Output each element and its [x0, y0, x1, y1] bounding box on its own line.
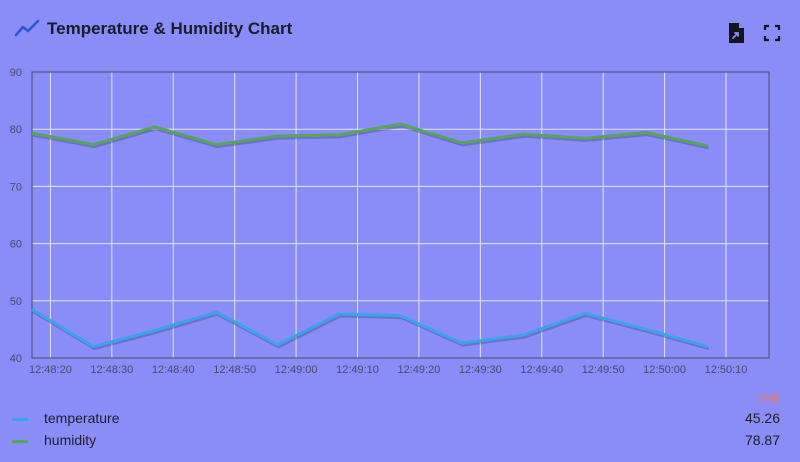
x-tick-label: 12:49:10 — [336, 364, 379, 376]
widget-header: Temperature & Humidity Chart — [0, 0, 800, 60]
x-tick-label: 12:48:20 — [29, 364, 72, 376]
legend-swatch-humidity — [12, 440, 28, 443]
fullscreen-icon[interactable] — [763, 24, 781, 42]
export-file-icon[interactable] — [726, 22, 746, 44]
y-tick-label: 60 — [10, 239, 22, 251]
series-line-humidity — [31, 122, 708, 148]
series-line-shadow-humidity — [32, 124, 709, 150]
legend-item-humidity[interactable]: humidity 78.87 — [0, 430, 800, 452]
legend-avg-value: 78.87 — [744, 432, 780, 448]
series-line-shadow-temperature — [32, 310, 710, 351]
legend-label: temperature — [44, 410, 120, 426]
plot-frame — [31, 71, 770, 359]
legend-item-temperature[interactable]: temperature 45.26 — [0, 408, 800, 430]
x-tick-label: 12:49:40 — [520, 364, 563, 376]
line-chart-icon — [14, 19, 40, 37]
y-tick-label: 40 — [10, 353, 22, 365]
x-tick-label: 12:49:50 — [582, 364, 625, 376]
x-tick-label: 12:49:00 — [275, 364, 318, 376]
legend-swatch-temperature — [12, 418, 28, 421]
y-tick-label: 70 — [10, 181, 22, 193]
x-tick-label: 12:50:00 — [643, 364, 686, 376]
x-tick-label: 12:49:30 — [459, 364, 502, 376]
x-tick-label: 12:48:50 — [213, 364, 256, 376]
legend-avg-header: avg — [758, 390, 778, 404]
x-tick-label: 12:50:10 — [705, 364, 748, 376]
x-tick-label: 12:49:20 — [398, 364, 441, 376]
legend-label: humidity — [44, 432, 97, 448]
widget-title: Temperature & Humidity Chart — [47, 19, 293, 38]
y-tick-label: 50 — [10, 296, 22, 308]
x-tick-label: 12:48:30 — [90, 364, 133, 376]
y-tick-label: 90 — [10, 67, 22, 79]
series-line-temperature — [31, 308, 709, 349]
line-chart: 40 50 60 70 80 90 12:48:20 12:48:30 12:48:40 12:4… — [10, 67, 770, 376]
y-tick-label: 80 — [10, 124, 22, 136]
x-tick-label: 12:48:40 — [152, 364, 195, 376]
legend-avg-value: 45.26 — [744, 410, 780, 426]
